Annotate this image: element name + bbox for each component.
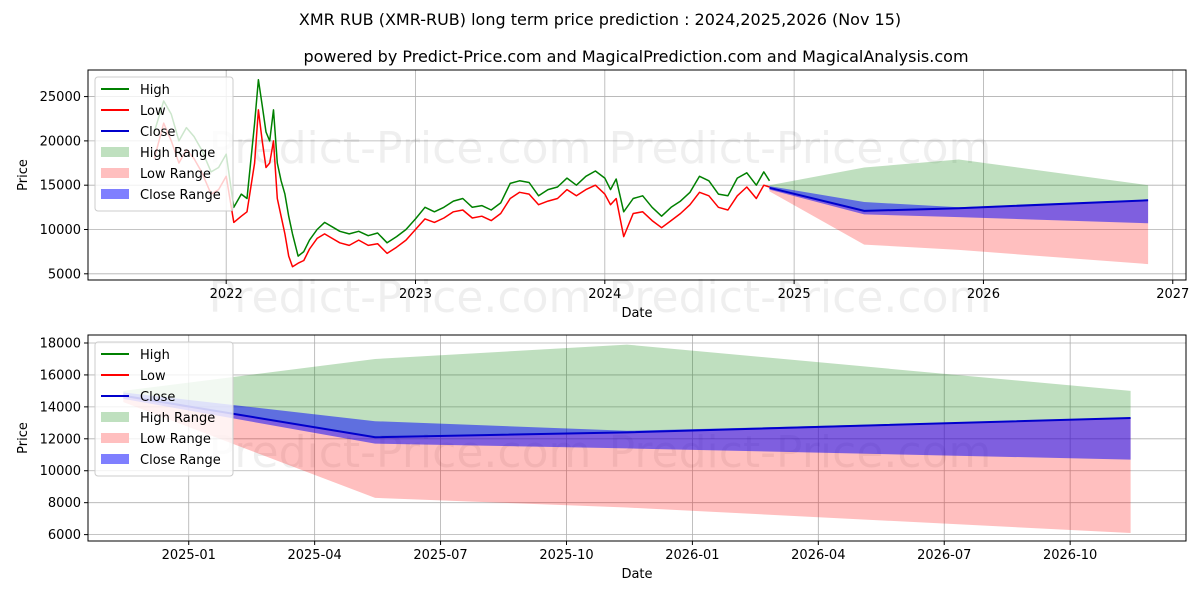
close-range-band xyxy=(769,186,1149,224)
y-tick-label: 10000 xyxy=(40,223,81,238)
high-series-line xyxy=(153,78,771,257)
plot-area xyxy=(153,78,1149,268)
legend-box xyxy=(94,341,234,477)
legend-swatch-patch xyxy=(101,454,129,464)
y-tick-label: 6000 xyxy=(48,528,81,543)
close-series-line xyxy=(769,186,1149,212)
close-range-band xyxy=(123,392,1131,460)
x-tick-label: 2025-07 xyxy=(413,548,467,563)
x-tick-label: 2025 xyxy=(778,287,811,302)
legend-swatch-patch xyxy=(101,147,129,157)
legend-label: Close xyxy=(140,125,175,140)
y-tick-label: 8000 xyxy=(48,496,81,511)
y-tick-label: 10000 xyxy=(40,464,81,479)
legend-box xyxy=(94,76,234,212)
legend-swatch-patch xyxy=(101,168,129,178)
legend-label: Close Range xyxy=(140,453,221,468)
chart-title: XMR RUB (XMR-RUB) long term price predic… xyxy=(299,10,901,29)
legend-label: Close Range xyxy=(140,188,221,203)
y-axis-label: Price xyxy=(16,159,31,191)
x-axis-label: Date xyxy=(621,567,652,582)
legend-label: Low Range xyxy=(140,432,211,447)
legend-swatch-patch xyxy=(101,412,129,422)
y-tick-label: 16000 xyxy=(40,368,81,383)
axes-frame xyxy=(87,334,1187,542)
x-tick-label: 2025-04 xyxy=(287,548,341,563)
x-tick-label: 2024 xyxy=(588,287,621,302)
legend: High Low Close High Range Low Range Close Ran… xyxy=(94,341,234,477)
x-tick-label: 2026-10 xyxy=(1043,548,1097,563)
y-tick-label: 18000 xyxy=(40,336,81,351)
x-tick-label: 2026-07 xyxy=(917,548,971,563)
legend-label: Low xyxy=(140,104,166,119)
legend-label: High xyxy=(140,83,170,98)
x-tick-label: 2025-01 xyxy=(162,548,216,563)
y-axis-label: Price xyxy=(16,422,31,454)
x-tick-label: 2022 xyxy=(210,287,243,302)
legend-label: High xyxy=(140,348,170,363)
x-tick-label: 2023 xyxy=(399,287,432,302)
x-tick-label: 2026 xyxy=(967,287,1000,302)
watermark-text: Predict-Price.com xyxy=(609,123,992,174)
x-tick-label: 2026-01 xyxy=(665,548,719,563)
legend-swatch-patch xyxy=(101,189,129,199)
chart-subtitle: powered by Predict-Price.com and Magical… xyxy=(303,47,968,66)
legend-label: Low xyxy=(140,369,166,384)
high-range-band xyxy=(769,159,1149,211)
legend-label: High Range xyxy=(140,411,215,426)
legend: High Low Close High Range Low Range Close Ran… xyxy=(94,76,234,212)
y-tick-label: 12000 xyxy=(40,432,81,447)
legend-label: Close xyxy=(140,390,175,405)
y-tick-label: 5000 xyxy=(48,267,81,282)
plot-area xyxy=(123,344,1131,533)
legend-label: Low Range xyxy=(140,167,211,182)
high-range-band xyxy=(123,344,1131,438)
x-tick-label: 2026-04 xyxy=(791,548,845,563)
x-axis-label: Date xyxy=(621,306,652,321)
history-forecast-plot: Predict-Price.com Predict-Price.comPredic… xyxy=(16,69,1189,323)
y-tick-label: 20000 xyxy=(40,134,81,149)
forecast-zoom-plot: Predict-Price.com Predict-Price.com2025-0… xyxy=(16,334,1187,582)
low-series-line xyxy=(153,109,770,268)
x-tick-label: 2025-10 xyxy=(539,548,593,563)
axes-frame xyxy=(87,69,1187,281)
x-tick-label: 2027 xyxy=(1156,287,1189,302)
y-tick-label: 15000 xyxy=(40,179,81,194)
y-tick-label: 25000 xyxy=(40,90,81,105)
legend-swatch-patch xyxy=(101,433,129,443)
close-series-line xyxy=(123,394,1131,439)
legend-label: High Range xyxy=(140,146,215,161)
y-tick-label: 14000 xyxy=(40,400,81,415)
